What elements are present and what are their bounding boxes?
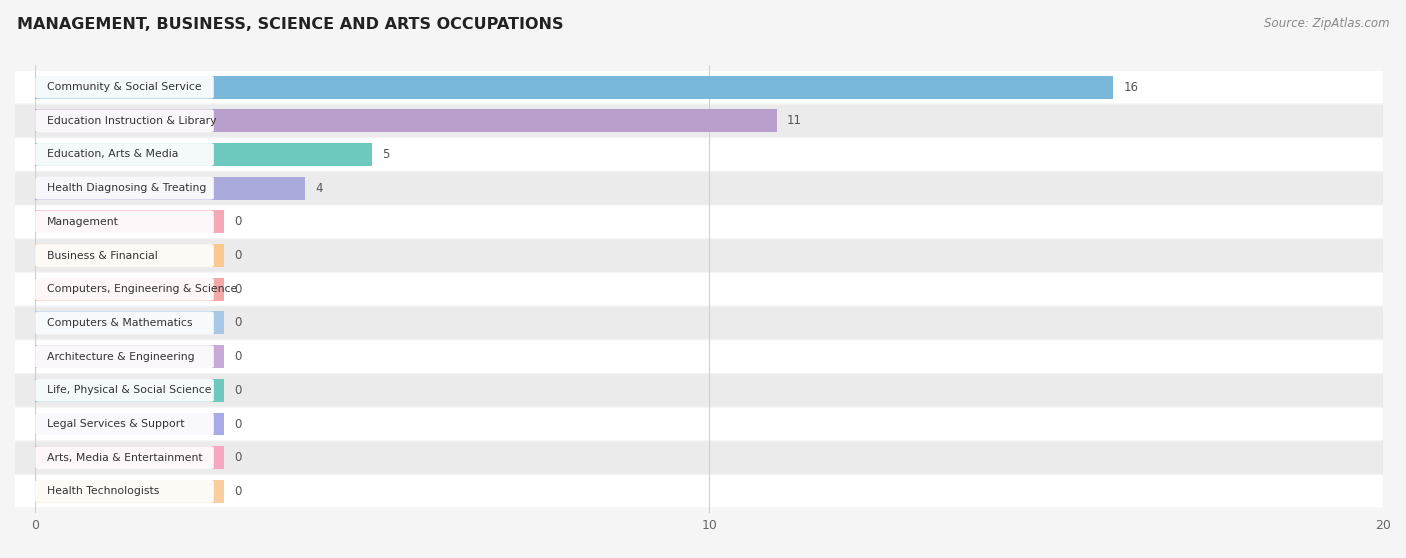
Text: Computers & Mathematics: Computers & Mathematics [48, 318, 193, 328]
FancyBboxPatch shape [1, 138, 1384, 171]
FancyBboxPatch shape [35, 109, 214, 132]
Text: 0: 0 [233, 485, 242, 498]
Bar [35, 311, 224, 334]
FancyBboxPatch shape [1, 172, 1384, 204]
FancyBboxPatch shape [35, 244, 214, 267]
FancyBboxPatch shape [1, 239, 1384, 272]
Bar [35, 76, 1114, 99]
Text: Education, Arts & Media: Education, Arts & Media [48, 150, 179, 160]
Text: 0: 0 [233, 215, 242, 228]
Bar [35, 210, 224, 233]
Text: 0: 0 [233, 249, 242, 262]
FancyBboxPatch shape [1, 206, 1384, 238]
Bar [35, 143, 373, 166]
FancyBboxPatch shape [35, 379, 214, 402]
Text: 5: 5 [382, 148, 389, 161]
Bar [35, 446, 224, 469]
Bar [35, 109, 776, 132]
Text: 0: 0 [233, 283, 242, 296]
Bar [35, 412, 224, 435]
FancyBboxPatch shape [35, 76, 214, 99]
FancyBboxPatch shape [1, 408, 1384, 440]
Text: Education Instruction & Library: Education Instruction & Library [48, 116, 217, 126]
FancyBboxPatch shape [1, 340, 1384, 373]
FancyBboxPatch shape [1, 475, 1384, 508]
FancyBboxPatch shape [1, 105, 1384, 137]
Text: 0: 0 [233, 384, 242, 397]
Text: Computers, Engineering & Science: Computers, Engineering & Science [48, 284, 238, 294]
FancyBboxPatch shape [35, 311, 214, 334]
FancyBboxPatch shape [35, 210, 214, 233]
FancyBboxPatch shape [1, 71, 1384, 103]
Bar [35, 345, 224, 368]
Text: Management: Management [48, 217, 120, 227]
Text: Arts, Media & Entertainment: Arts, Media & Entertainment [48, 453, 202, 463]
Text: Health Diagnosing & Treating: Health Diagnosing & Treating [48, 183, 207, 193]
Text: Business & Financial: Business & Financial [48, 251, 157, 261]
Text: Legal Services & Support: Legal Services & Support [48, 419, 184, 429]
FancyBboxPatch shape [35, 278, 214, 301]
FancyBboxPatch shape [35, 177, 214, 200]
Text: 0: 0 [233, 316, 242, 329]
Text: 0: 0 [233, 350, 242, 363]
Bar [35, 480, 224, 503]
Text: 16: 16 [1123, 80, 1139, 94]
Text: 4: 4 [315, 182, 322, 195]
FancyBboxPatch shape [35, 143, 214, 166]
Bar [35, 379, 224, 402]
FancyBboxPatch shape [35, 412, 214, 435]
Text: Health Technologists: Health Technologists [48, 487, 160, 497]
FancyBboxPatch shape [1, 307, 1384, 339]
FancyBboxPatch shape [1, 374, 1384, 406]
Text: 0: 0 [233, 417, 242, 431]
Text: Life, Physical & Social Science: Life, Physical & Social Science [48, 386, 212, 395]
FancyBboxPatch shape [35, 345, 214, 368]
Text: Community & Social Service: Community & Social Service [48, 82, 202, 92]
Bar [35, 244, 224, 267]
Text: 0: 0 [233, 451, 242, 464]
Bar [35, 278, 224, 301]
FancyBboxPatch shape [1, 441, 1384, 474]
FancyBboxPatch shape [35, 480, 214, 503]
Bar [35, 177, 305, 200]
Text: 11: 11 [786, 114, 801, 127]
FancyBboxPatch shape [35, 446, 214, 469]
Text: Source: ZipAtlas.com: Source: ZipAtlas.com [1264, 17, 1389, 30]
FancyBboxPatch shape [1, 273, 1384, 305]
Text: MANAGEMENT, BUSINESS, SCIENCE AND ARTS OCCUPATIONS: MANAGEMENT, BUSINESS, SCIENCE AND ARTS O… [17, 17, 564, 32]
Text: Architecture & Engineering: Architecture & Engineering [48, 352, 195, 362]
